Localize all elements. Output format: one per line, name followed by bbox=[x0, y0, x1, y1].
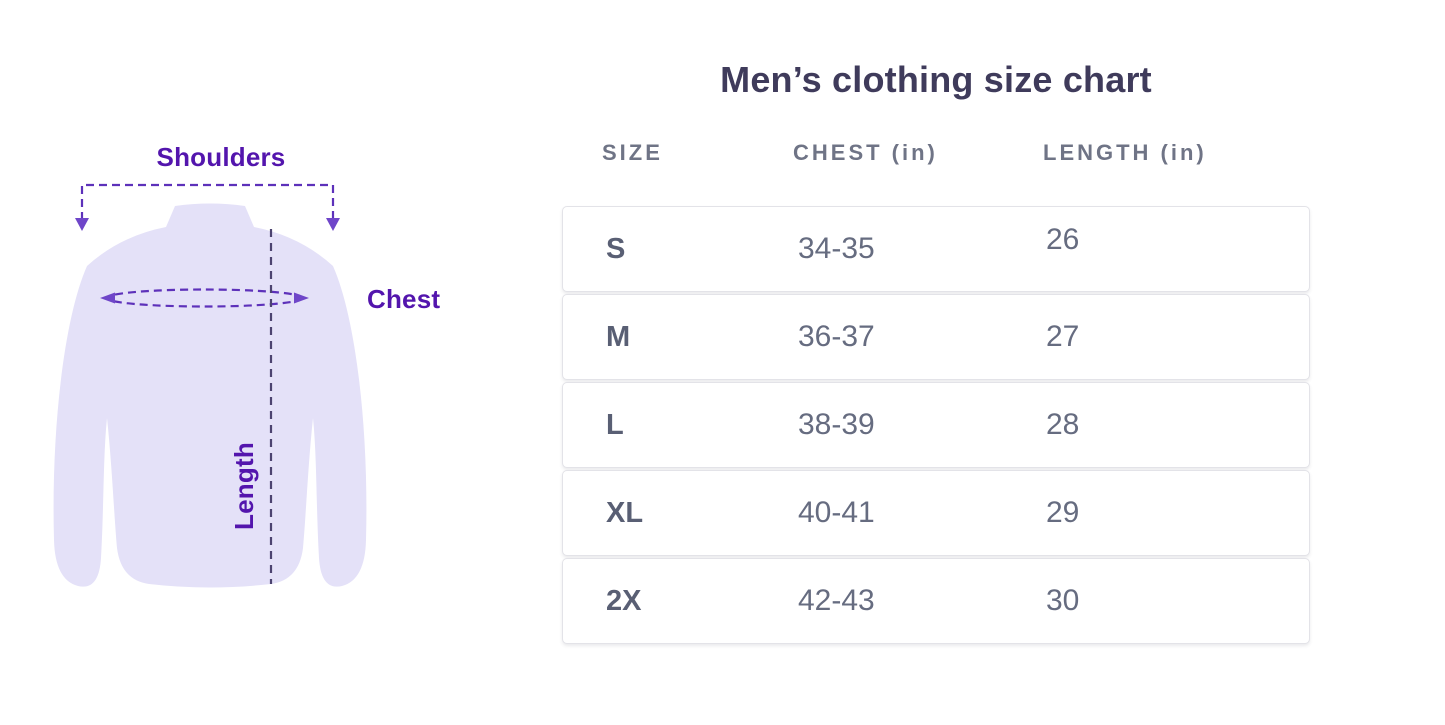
length-label: Length bbox=[229, 442, 259, 530]
length-cell: 26 bbox=[1003, 223, 1309, 266]
table-row: XL 40-41 29 bbox=[562, 470, 1310, 556]
chest-cell: 38-39 bbox=[798, 408, 875, 441]
length-value: 29 bbox=[1046, 496, 1080, 529]
table-header-row: SIZE CHEST (in) LENGTH (in) bbox=[562, 139, 1310, 167]
shirt-diagram-svg bbox=[53, 183, 367, 588]
chest-cell: 42-43 bbox=[798, 584, 875, 617]
shirt-measurement-diagram: Shoulders Chest Length bbox=[0, 0, 470, 725]
shoulders-measure-line bbox=[80, 183, 335, 220]
length-cell: 27 bbox=[1003, 320, 1309, 354]
size-cell: 2X bbox=[606, 584, 642, 617]
length-value: 28 bbox=[1046, 408, 1080, 441]
table-body: S 34-35 26 M 36-37 27 L 38-39 28 XL 40-4… bbox=[562, 206, 1310, 646]
length-value: 30 bbox=[1046, 584, 1080, 617]
size-cell: S bbox=[606, 232, 626, 265]
table-row: M 36-37 27 bbox=[562, 294, 1310, 380]
length-cell: 30 bbox=[1003, 584, 1309, 618]
length-value: 26 bbox=[1046, 223, 1080, 256]
length-cell: 28 bbox=[1003, 408, 1309, 442]
column-header-size: SIZE bbox=[602, 140, 663, 165]
chest-cell: 36-37 bbox=[798, 320, 875, 353]
length-cell: 29 bbox=[1003, 496, 1309, 530]
chest-cell: 40-41 bbox=[798, 496, 875, 529]
arrow-left-icon bbox=[100, 292, 115, 304]
chest-label: Chest bbox=[367, 284, 441, 314]
chest-cell: 34-35 bbox=[798, 232, 875, 265]
shirt-silhouette bbox=[53, 203, 367, 588]
column-header-length: LENGTH (in) bbox=[1043, 140, 1207, 165]
size-cell: L bbox=[606, 408, 624, 441]
shoulders-label: Shoulders bbox=[156, 142, 286, 172]
size-cell: XL bbox=[606, 496, 644, 529]
arrow-down-left-icon bbox=[75, 218, 89, 231]
arrow-down-right-icon bbox=[326, 218, 340, 231]
arrow-right-icon bbox=[294, 292, 309, 304]
table-row: S 34-35 26 bbox=[562, 206, 1310, 292]
table-row: 2X 42-43 30 bbox=[562, 558, 1310, 644]
table-row: L 38-39 28 bbox=[562, 382, 1310, 468]
size-cell: M bbox=[606, 320, 631, 353]
length-value: 27 bbox=[1046, 320, 1080, 353]
page-title: Men’s clothing size chart bbox=[720, 59, 1152, 100]
column-header-chest: CHEST (in) bbox=[793, 140, 938, 165]
